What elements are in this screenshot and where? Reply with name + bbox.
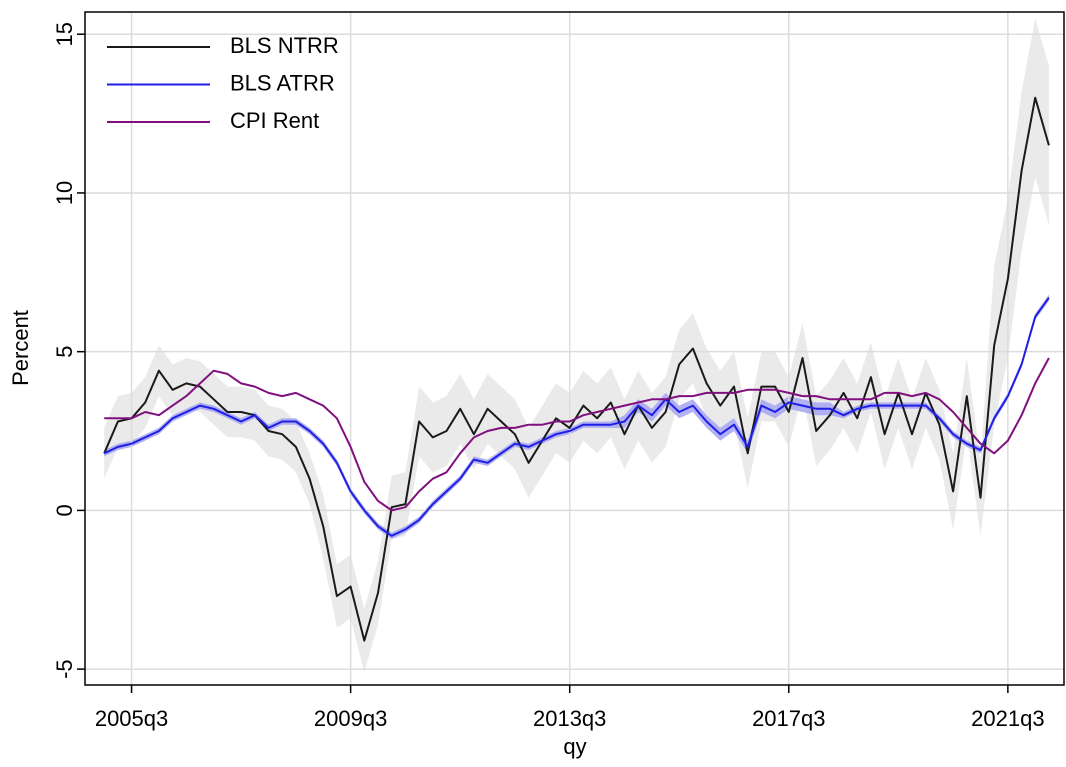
series-line (104, 357, 1050, 512)
y-tick-label: 10 (52, 181, 77, 205)
x-tick-label: 2013q3 (533, 706, 606, 731)
y-axis-label: Percent (8, 310, 33, 386)
x-tick-label: 2009q3 (314, 706, 387, 731)
y-tick-label: -5 (52, 659, 77, 679)
legend-label: CPI Rent (230, 108, 319, 133)
y-tick-label: 15 (52, 22, 77, 46)
legend: BLS NTRR BLS ATRR CPI Rent (107, 33, 339, 133)
axes: -5 0 5 10 15 2005q3 2009q3 2013q3 2017q3 2021q3 (52, 22, 1045, 731)
x-tick-label: 2017q3 (752, 706, 825, 731)
plot-frame (84, 11, 1065, 686)
y-tick-label: 5 (52, 346, 77, 358)
legend-label: BLS NTRR (230, 33, 339, 58)
grid (85, 12, 1064, 685)
legend-label: BLS ATRR (230, 70, 335, 95)
y-tick-label: 0 (52, 504, 77, 516)
x-tick-label: 2021q3 (971, 706, 1044, 731)
x-tick-label: 2005q3 (95, 706, 168, 731)
series-line (103, 297, 1050, 537)
series-line (103, 96, 1050, 642)
lines (103, 96, 1050, 642)
x-axis-label: qy (563, 734, 586, 759)
